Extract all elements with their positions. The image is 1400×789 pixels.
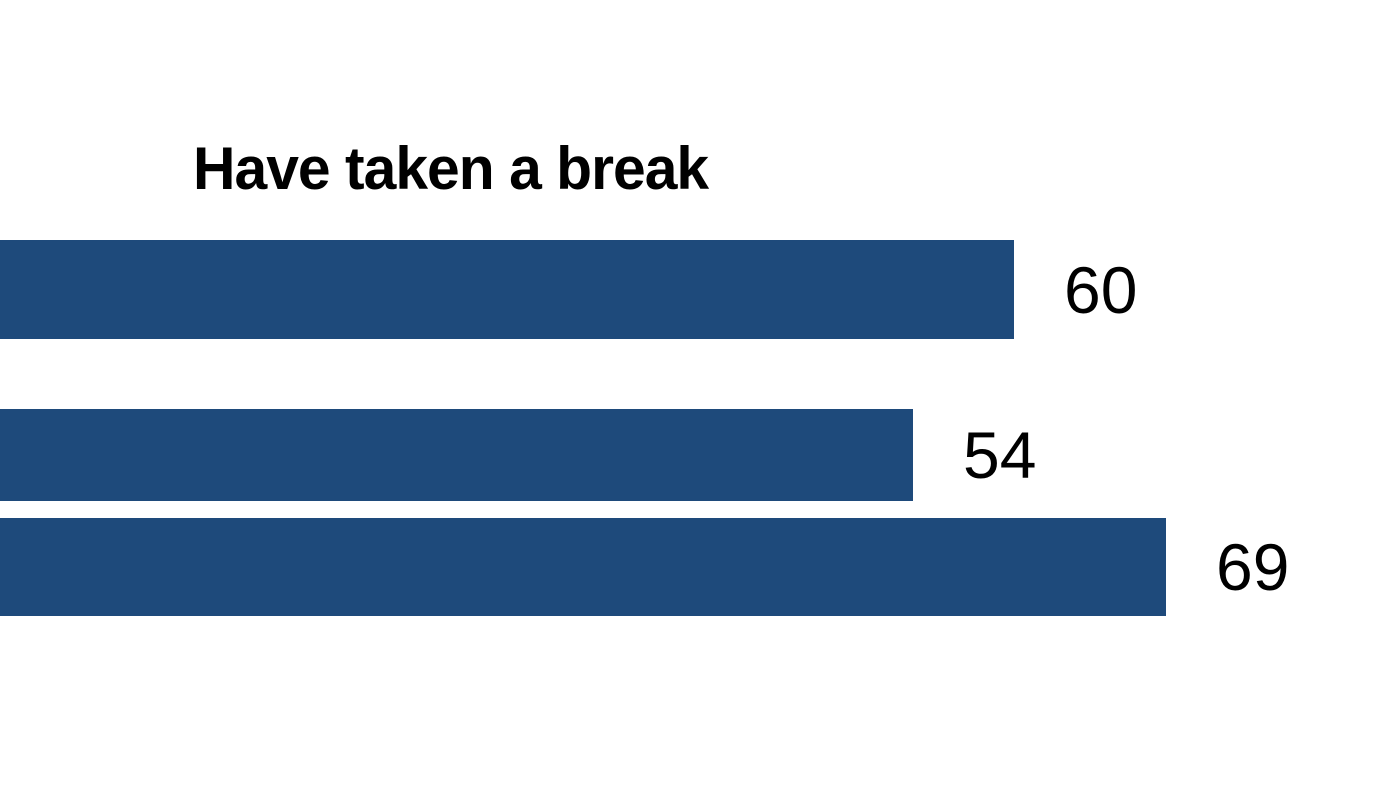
bar-row: 60 xyxy=(0,240,1400,339)
bar xyxy=(0,409,913,501)
bar xyxy=(0,240,1014,339)
bar-row: 69 xyxy=(0,518,1400,616)
bar-value-label: 60 xyxy=(1064,252,1138,327)
bar-row: 54 xyxy=(0,409,1400,501)
chart-title: Have taken a break xyxy=(193,135,709,202)
bar xyxy=(0,518,1166,616)
bar-value-label: 54 xyxy=(963,418,1037,492)
bar-value-label: 69 xyxy=(1216,530,1290,604)
